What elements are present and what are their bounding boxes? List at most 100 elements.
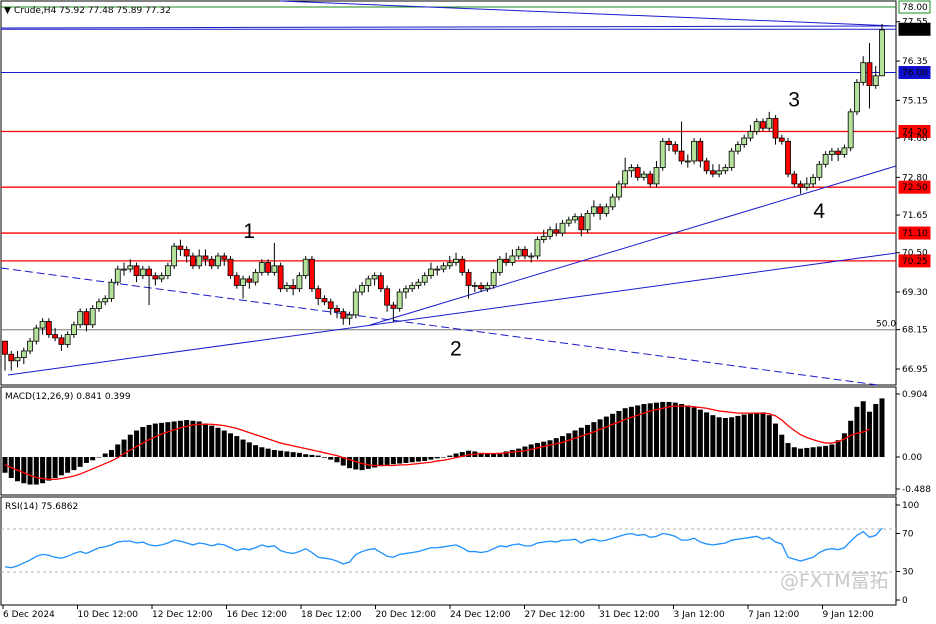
bull-candle: [359, 285, 365, 293]
macd-bar: [509, 450, 515, 457]
bull-candle: [102, 298, 109, 303]
macd-bar: [641, 404, 647, 457]
time-tick-label: 31 Dec 12:00: [599, 610, 660, 620]
price-tag-71.10: 71.10: [902, 229, 928, 239]
macd-bar: [453, 453, 459, 457]
bear-candle: [8, 353, 15, 362]
bull-candle: [766, 117, 773, 129]
macd-bar: [616, 411, 622, 457]
bull-candle: [684, 160, 691, 163]
macd-bar: [140, 427, 146, 457]
macd-bar: [365, 457, 371, 469]
bull-candle: [559, 222, 566, 234]
bear-candle: [2, 340, 8, 355]
bear-candle: [208, 258, 215, 267]
upper-trendline-descending: [279, 0, 897, 27]
macd-bar: [597, 419, 603, 457]
macd-bar: [591, 422, 597, 457]
bear-candle: [177, 245, 184, 250]
bull-candle: [64, 334, 71, 345]
macd-bar: [685, 405, 691, 457]
macd-bar: [447, 455, 453, 457]
macd-bar: [121, 439, 127, 457]
bull-candle: [879, 29, 885, 77]
macd-bar: [234, 436, 240, 457]
macd-bar: [804, 447, 810, 457]
macd-bar: [691, 407, 697, 457]
macd-bar: [773, 423, 779, 457]
macd-bar: [190, 420, 196, 457]
bull-candle: [828, 150, 835, 155]
bear-candle: [221, 255, 228, 260]
bull-candle: [121, 268, 127, 271]
macd-bar: [572, 430, 578, 457]
macd-bar: [83, 457, 89, 463]
bull-candle: [114, 268, 121, 283]
macd-bar: [810, 447, 816, 457]
bull-candle: [171, 245, 178, 267]
long-support-trendline: [7, 252, 897, 376]
bear-candle: [377, 275, 384, 290]
macd-bar: [785, 443, 791, 457]
bear-candle: [797, 183, 804, 188]
bull-candle: [728, 150, 735, 168]
macd-bar: [541, 441, 547, 457]
bear-candle: [503, 258, 510, 263]
price-tick-label: 74.00: [902, 134, 928, 144]
bull-candle: [403, 288, 409, 293]
macd-bar: [347, 457, 353, 469]
bull-candle: [346, 314, 353, 319]
time-tick-label: 18 Dec 12:00: [301, 610, 362, 620]
bull-candle: [240, 278, 246, 286]
macd-bar: [259, 447, 265, 457]
macd-bar: [585, 424, 591, 457]
bull-candle: [471, 285, 478, 287]
macd-bar: [290, 452, 296, 457]
bull-candle: [365, 278, 372, 286]
bull-candle: [691, 140, 697, 162]
macd-bar: [754, 413, 760, 457]
candlesticks: [2, 24, 885, 371]
macd-bar: [152, 423, 158, 457]
macd-bar: [115, 444, 121, 457]
bull-candle: [547, 229, 553, 237]
macd-bar: [21, 457, 27, 484]
time-tick-label: 20 Dec 12:00: [376, 610, 437, 620]
bull-candle: [296, 275, 303, 290]
macd-bar: [303, 454, 309, 457]
bull-candle: [822, 154, 829, 165]
macd-bar: [278, 450, 284, 457]
price-tag-bg: [898, 0, 931, 14]
bull-candle: [440, 265, 447, 270]
macd-bar: [422, 457, 428, 461]
macd-bar: [315, 455, 321, 457]
bear-candle: [45, 321, 52, 336]
bear-candle: [265, 262, 272, 273]
macd-bar: [265, 448, 271, 457]
bull-candle: [158, 275, 165, 280]
price-tag-70.25: 70.25: [902, 257, 928, 267]
lower-dashed-channel-line: [0, 267, 879, 386]
macd-bar: [566, 433, 572, 457]
macd-bar: [710, 415, 716, 457]
bear-candle: [647, 173, 654, 185]
price-tick-label: 69.30: [902, 288, 928, 298]
wave-label-2: 2: [450, 338, 462, 361]
macd-bar: [704, 412, 710, 457]
macd-histogram: [2, 398, 885, 485]
bull-candle: [271, 265, 278, 273]
collapse-triangle-icon[interactable]: ▼: [4, 6, 11, 16]
bull-candle: [860, 62, 867, 83]
bear-candle: [334, 307, 340, 313]
price-tag-78.00: 78.00: [902, 3, 928, 13]
bear-candle: [678, 150, 685, 162]
bear-candle: [390, 304, 397, 309]
price-tag-bg: [898, 254, 931, 268]
bull-candle: [841, 147, 848, 155]
bull-candle: [108, 281, 115, 299]
bull-candle: [71, 324, 77, 336]
macd-bar: [228, 433, 234, 457]
price-tick-label: 75.15: [902, 96, 928, 106]
macd-tick-label: 0.904: [902, 390, 928, 400]
